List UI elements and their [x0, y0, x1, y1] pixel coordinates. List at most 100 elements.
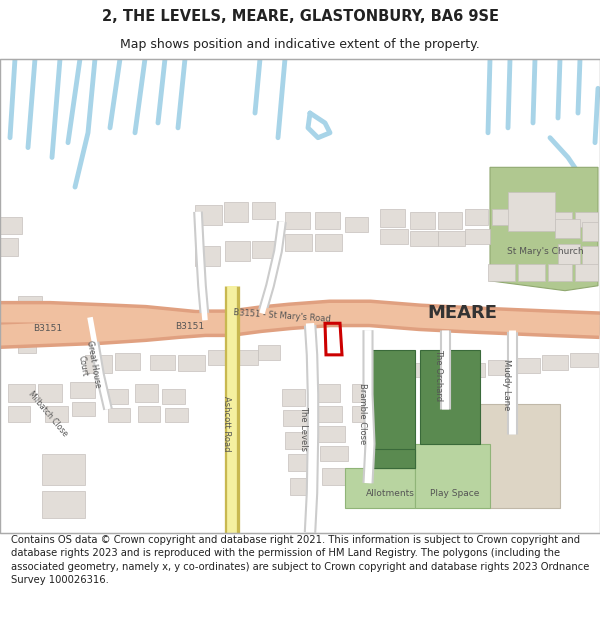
- Polygon shape: [0, 238, 18, 256]
- Polygon shape: [410, 212, 435, 229]
- Polygon shape: [108, 408, 130, 422]
- Polygon shape: [210, 318, 235, 332]
- Polygon shape: [320, 446, 348, 461]
- Polygon shape: [8, 406, 30, 422]
- Text: B3151: B3151: [34, 324, 62, 332]
- Polygon shape: [285, 234, 312, 251]
- Polygon shape: [315, 212, 340, 229]
- Polygon shape: [162, 389, 185, 404]
- Polygon shape: [38, 384, 62, 402]
- Polygon shape: [258, 345, 280, 360]
- Polygon shape: [283, 410, 308, 426]
- Polygon shape: [235, 313, 258, 329]
- Polygon shape: [315, 406, 342, 422]
- Polygon shape: [515, 357, 540, 372]
- Polygon shape: [18, 318, 38, 333]
- Polygon shape: [138, 406, 160, 422]
- Polygon shape: [70, 382, 95, 398]
- Polygon shape: [582, 246, 598, 266]
- Polygon shape: [285, 432, 310, 449]
- Text: B3151: B3151: [175, 322, 205, 331]
- Polygon shape: [252, 202, 275, 219]
- Polygon shape: [492, 209, 518, 224]
- Polygon shape: [365, 350, 415, 468]
- Polygon shape: [252, 241, 275, 258]
- Polygon shape: [488, 360, 512, 374]
- Polygon shape: [438, 212, 462, 229]
- Polygon shape: [258, 311, 280, 325]
- Polygon shape: [290, 478, 315, 495]
- Polygon shape: [582, 222, 598, 241]
- Polygon shape: [120, 320, 148, 337]
- Polygon shape: [352, 406, 378, 422]
- Text: Contains OS data © Crown copyright and database right 2021. This information is : Contains OS data © Crown copyright and d…: [11, 535, 589, 585]
- Text: Great House
Court: Great House Court: [74, 339, 101, 390]
- Text: Play Space: Play Space: [430, 489, 479, 498]
- Polygon shape: [42, 454, 85, 485]
- Polygon shape: [570, 353, 598, 367]
- Polygon shape: [415, 444, 490, 508]
- Polygon shape: [380, 365, 405, 379]
- Polygon shape: [42, 491, 85, 518]
- Polygon shape: [72, 402, 95, 416]
- Polygon shape: [380, 209, 405, 226]
- Polygon shape: [490, 168, 598, 291]
- Polygon shape: [18, 338, 36, 353]
- Polygon shape: [575, 264, 598, 281]
- Polygon shape: [548, 264, 572, 281]
- Polygon shape: [152, 316, 178, 330]
- Polygon shape: [465, 209, 488, 224]
- Polygon shape: [548, 212, 572, 226]
- Text: Bramble Close: Bramble Close: [358, 383, 367, 445]
- Polygon shape: [208, 350, 232, 365]
- Polygon shape: [315, 384, 340, 402]
- Polygon shape: [488, 264, 515, 281]
- Polygon shape: [195, 205, 222, 224]
- Polygon shape: [410, 231, 438, 246]
- Polygon shape: [8, 384, 35, 402]
- Text: 2, THE LEVELS, MEARE, GLASTONBURY, BA6 9SE: 2, THE LEVELS, MEARE, GLASTONBURY, BA6 9…: [101, 9, 499, 24]
- Polygon shape: [235, 350, 258, 365]
- Polygon shape: [520, 209, 545, 224]
- Polygon shape: [558, 244, 580, 264]
- Polygon shape: [0, 217, 22, 234]
- Text: The Levels: The Levels: [299, 406, 308, 451]
- Polygon shape: [165, 408, 188, 422]
- Polygon shape: [408, 362, 432, 376]
- Polygon shape: [420, 350, 480, 444]
- Polygon shape: [45, 406, 68, 422]
- Polygon shape: [345, 468, 415, 508]
- Polygon shape: [518, 264, 545, 281]
- Polygon shape: [555, 219, 580, 238]
- Text: Muddy Lane: Muddy Lane: [502, 359, 511, 410]
- Polygon shape: [438, 231, 465, 246]
- Polygon shape: [18, 296, 42, 313]
- Polygon shape: [460, 362, 485, 376]
- Text: The Orchard: The Orchard: [434, 349, 443, 401]
- Polygon shape: [575, 212, 598, 226]
- Polygon shape: [352, 384, 375, 402]
- Text: Ashcott Road: Ashcott Road: [221, 396, 230, 452]
- Polygon shape: [115, 353, 140, 369]
- Polygon shape: [434, 362, 458, 376]
- Polygon shape: [285, 212, 310, 229]
- Polygon shape: [88, 323, 118, 340]
- Polygon shape: [85, 355, 112, 372]
- Text: Map shows position and indicative extent of the property.: Map shows position and indicative extent…: [120, 38, 480, 51]
- Polygon shape: [465, 229, 490, 244]
- Text: B3151 - St Mary's Road: B3151 - St Mary's Road: [233, 309, 331, 324]
- Polygon shape: [288, 454, 312, 471]
- Polygon shape: [380, 229, 408, 244]
- Polygon shape: [224, 202, 248, 222]
- Polygon shape: [225, 241, 250, 261]
- Polygon shape: [365, 449, 415, 468]
- Text: Milbatch Close: Milbatch Close: [26, 390, 70, 438]
- Polygon shape: [508, 192, 555, 231]
- Text: Allotments: Allotments: [365, 489, 415, 498]
- Polygon shape: [345, 217, 368, 232]
- Polygon shape: [105, 389, 128, 404]
- Text: MEARE: MEARE: [427, 304, 497, 322]
- Polygon shape: [178, 355, 205, 371]
- Polygon shape: [318, 426, 345, 442]
- Polygon shape: [150, 355, 175, 369]
